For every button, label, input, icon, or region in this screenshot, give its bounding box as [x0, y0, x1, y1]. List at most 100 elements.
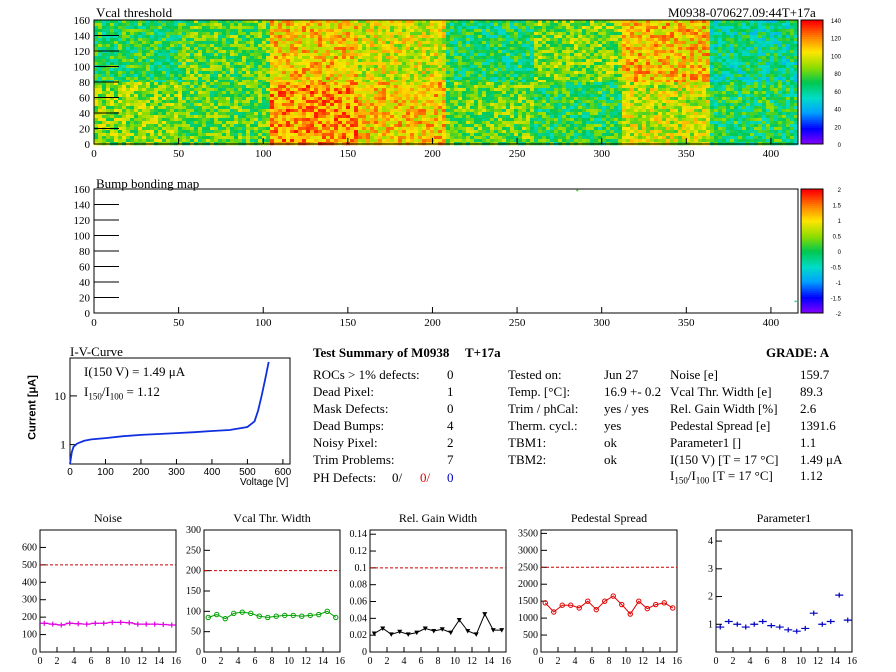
mini-1-point	[150, 621, 159, 627]
mini-1-xtick-label: 2	[55, 656, 60, 667]
mini-4-point	[542, 600, 548, 606]
mini-2-point	[290, 612, 296, 619]
mini-2-point	[222, 615, 228, 622]
mini-2-xtick-label: 8	[270, 656, 275, 667]
vcal-ytick-label: 140	[74, 31, 91, 43]
mini-3-xtick-label: 8	[436, 656, 441, 667]
mini-1-series-line	[44, 621, 172, 626]
vcal-palette-label: 0	[838, 143, 842, 149]
summary-right-value: 1.49 μA	[800, 452, 843, 467]
mini-5-xtick-label: 14	[830, 656, 840, 667]
mini-4-xtick-label: 2	[556, 656, 561, 667]
mini-2-title: Vcal Thr. Width	[233, 511, 310, 525]
mini-5-xtick-label: 0	[714, 656, 719, 667]
mini-2-xtick-label: 0	[202, 656, 207, 667]
mini-5-xtick-label: 6	[765, 656, 770, 667]
bump-xtick-label: 50	[173, 317, 185, 329]
mini-1-point	[57, 622, 66, 628]
summary-right-label: Noise [e]	[670, 367, 719, 382]
iv-xtick-label: 600	[275, 467, 292, 478]
vcal-ytick-label: 40	[79, 108, 91, 120]
mini-1-point	[82, 621, 91, 627]
mini-1-point	[133, 621, 142, 627]
mini-1-xtick-label: 12	[137, 656, 147, 667]
mini-2-xtick-label: 12	[301, 656, 311, 667]
mini-4-point	[653, 601, 659, 608]
bump-ytick-label: 40	[79, 277, 91, 289]
vcal-xtick-label: 350	[678, 148, 695, 160]
mini-3-xtick-label: 14	[484, 656, 494, 667]
summary-left-label: Trim Problems:	[313, 452, 395, 467]
bump-ytick-label: 80	[79, 246, 91, 258]
vcal-ytick-label: 60	[79, 93, 91, 105]
summary-middle-value: 16.9 +- 0.2	[604, 384, 662, 399]
mini-3-ytick-label: 0.02	[350, 630, 368, 641]
mini-2-xtick-label: 4	[236, 656, 241, 667]
mini-3-xtick-label: 0	[368, 656, 373, 667]
summary-left-label: Dead Pixel:	[313, 384, 375, 399]
mini-4-ytick-label: 1000	[518, 613, 538, 624]
mini-3-ytick-label: 0.14	[350, 529, 368, 540]
bump-ytick-label: 100	[74, 231, 91, 243]
vcal-palette	[801, 20, 823, 145]
summary-left-label: ROCs > 1% defects:	[313, 367, 420, 382]
iv-xtick-label: 200	[133, 467, 150, 478]
vcal-ytick-label: 80	[79, 77, 91, 89]
mini-3-xtick-label: 4	[402, 656, 407, 667]
mini-4-point	[559, 602, 565, 608]
mini-1-xtick-label: 16	[171, 656, 181, 667]
mini-4-xtick-label: 12	[638, 656, 648, 667]
mini-1-point	[167, 622, 176, 628]
bump-palette-label: -0.5	[831, 266, 842, 272]
summary-middle-value: yes / yes	[604, 401, 649, 416]
mini-2-xtick-label: 10	[284, 656, 294, 667]
mini-3-xtick-label: 6	[419, 656, 424, 667]
mini-4-point	[576, 605, 582, 611]
mini-2-point	[214, 611, 220, 618]
mini-4-point	[627, 611, 633, 617]
mini-2-point	[248, 610, 254, 617]
summary-left-value: 4	[447, 418, 454, 433]
mini-3-ytick-label: 0.1	[355, 563, 368, 574]
mini-2-point	[282, 612, 288, 619]
mini-2-point	[239, 609, 245, 615]
mini-4-point	[593, 606, 599, 613]
vcal-ytick-label: 0	[85, 139, 91, 151]
summary-middle-label: Trim / phCal:	[508, 401, 579, 416]
mini-3-series-line	[374, 612, 502, 635]
mini-1-point	[125, 620, 134, 626]
mini-4-point	[670, 605, 676, 611]
mini-3-xtick-label: 16	[501, 656, 511, 667]
mini-4-xtick-label: 0	[539, 656, 544, 667]
vcal-xtick-label: 100	[255, 148, 272, 160]
summary-left-value: 2	[447, 435, 454, 450]
mini-1-point	[99, 620, 108, 626]
mini-2-point	[299, 613, 305, 619]
bump-palette-label: 1	[838, 219, 842, 225]
mini-4-ytick-label: 2000	[518, 579, 538, 590]
mini-5-point	[750, 621, 759, 627]
mini-4-xtick-label: 6	[590, 656, 595, 667]
mini-3-point	[465, 628, 471, 634]
mini-3-xtick-label: 10	[450, 656, 460, 667]
mini-3-point	[380, 626, 386, 631]
mini-5-xtick-label: 2	[731, 656, 736, 667]
summary-title: Test Summary of M0938	[313, 345, 450, 360]
vcal-threshold-title: Vcal threshold	[96, 5, 173, 20]
iv-ytick-label: 1	[60, 438, 66, 452]
mini-3-point	[422, 626, 428, 631]
mini-4-xtick-label: 4	[573, 656, 578, 667]
grade-label: GRADE: A	[766, 345, 830, 360]
iv-xtick-label: 300	[168, 467, 185, 478]
mini-4-ytick-label: 3500	[518, 528, 538, 539]
mini-4-title: Pedestal Spread	[571, 511, 647, 525]
mini-1-xtick-label: 14	[154, 656, 164, 667]
mini-5-point	[724, 619, 733, 624]
ratio-value: 1.12	[800, 468, 823, 483]
vcal-ytick-label: 160	[74, 15, 91, 27]
mini-3-xtick-label: 2	[385, 656, 390, 667]
iv-xtick-label: 100	[97, 467, 114, 478]
mini-5-frame	[715, 529, 853, 653]
mini-4-point	[661, 600, 667, 606]
mini-3-point	[482, 612, 488, 617]
